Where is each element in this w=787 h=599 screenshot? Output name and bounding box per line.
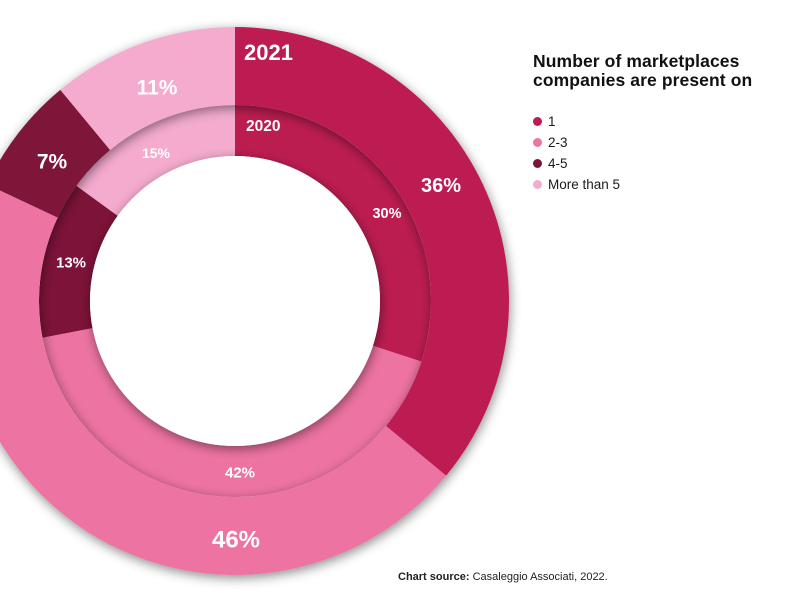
segment-label-2021-more-than-5: 11% <box>137 77 178 100</box>
donut-segment-2021-1 <box>235 27 509 476</box>
segment-label-2021-4-5: 7% <box>37 151 68 174</box>
donut-ring-2021 <box>0 27 509 575</box>
chart-source-prefix: Chart source: <box>398 571 470 583</box>
legend-item-4-5: 4-5 <box>533 153 783 174</box>
segment-label-2020-more-than-5: 15% <box>142 145 171 161</box>
ring-label-2021: 2021 <box>244 40 293 65</box>
segment-label-2020-4-5: 13% <box>56 255 86 272</box>
segment-label-2020-2-3: 42% <box>225 465 255 482</box>
chart-title: Number of marketplaces companies are pre… <box>533 52 783 89</box>
segment-label-2020-1: 30% <box>372 206 401 222</box>
legend-dot-2-3 <box>533 138 542 147</box>
segment-label-2021-2-3: 46% <box>212 527 260 554</box>
legend-dot-1 <box>533 117 542 126</box>
segment-label-2021-1: 36% <box>421 175 461 197</box>
chart-source: Chart source: Casaleggio Associati, 2022… <box>398 571 608 583</box>
legend-label: 2-3 <box>548 135 568 150</box>
donut-segment-2020-4-5 <box>38 185 118 338</box>
chart-title-line1: Number of marketplaces <box>533 51 740 71</box>
chart-source-text: Casaleggio Associati, 2022. <box>469 571 608 583</box>
ring-label-2020: 2020 <box>246 118 280 135</box>
donut-segment-2021-2-3 <box>0 190 447 575</box>
legend: 1 2-3 4-5 More than 5 <box>533 111 783 195</box>
legend-panel: Number of marketplaces companies are pre… <box>533 52 783 195</box>
legend-item-more-than-5: More than 5 <box>533 174 783 195</box>
legend-label: More than 5 <box>548 177 621 192</box>
donut-segment-2021-4-5 <box>0 89 111 218</box>
chart-labels: 36% 46% 7% 11% 2021 30% 42% 13% 15% 2020 <box>37 40 461 554</box>
legend-item-1: 1 <box>533 111 783 132</box>
legend-dot-more-than-5 <box>533 180 542 189</box>
donut-segment-2020-1 <box>235 105 432 362</box>
donut-segment-2020-2-3 <box>42 328 422 498</box>
donut-ring-2020 <box>38 105 432 498</box>
legend-label: 1 <box>548 114 556 129</box>
legend-item-2-3: 2-3 <box>533 132 783 153</box>
donut-hole <box>90 156 380 446</box>
chart-title-line2: companies are present on <box>533 69 753 90</box>
legend-dot-4-5 <box>533 159 542 168</box>
donut-segment-2020-more-than-5 <box>76 105 236 216</box>
legend-label: 4-5 <box>548 156 568 171</box>
donut-segment-2021-more-than-5 <box>60 27 235 150</box>
